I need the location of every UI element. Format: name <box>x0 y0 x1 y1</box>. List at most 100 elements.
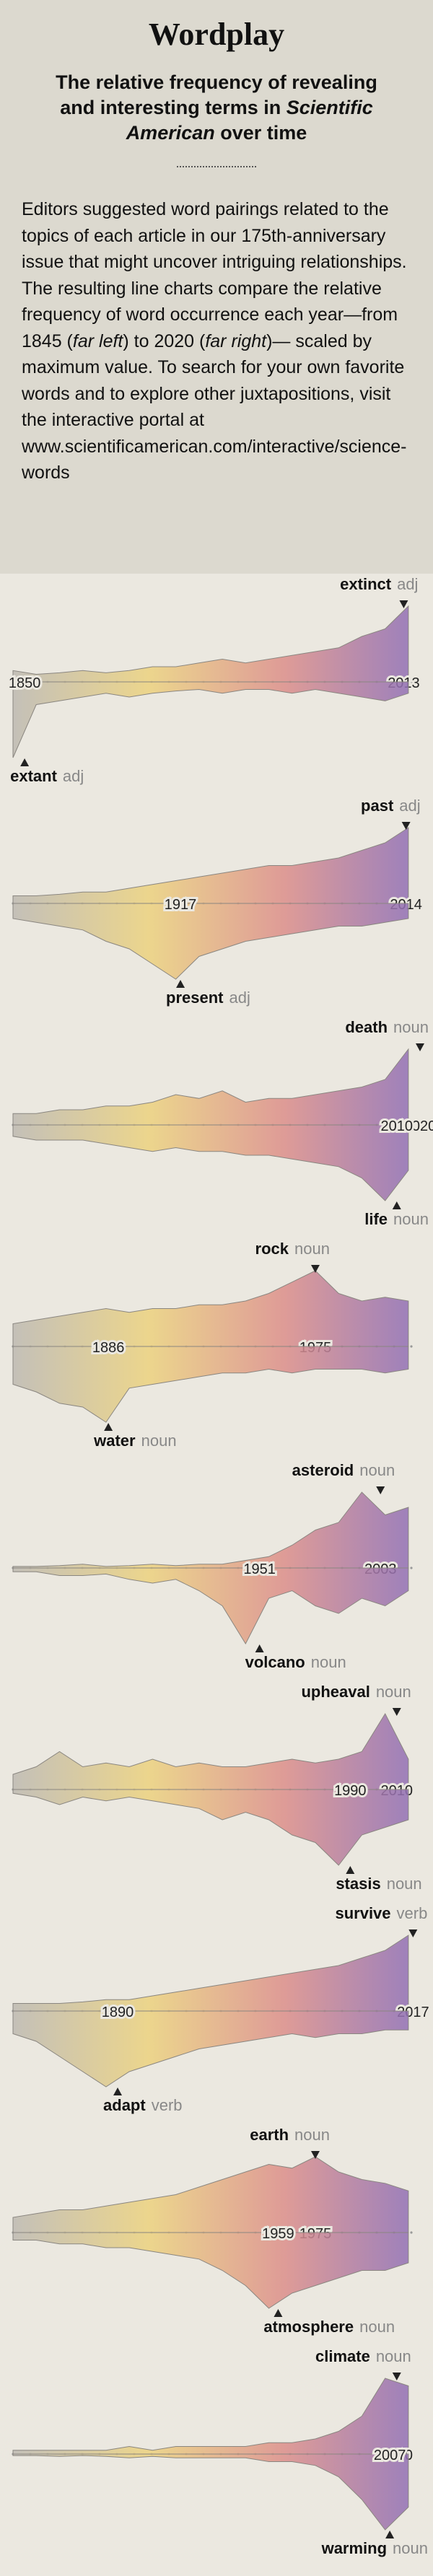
word-label: survive verb <box>335 1904 427 1922</box>
subtitle-text: over time <box>214 122 307 144</box>
peak-marker <box>385 2531 395 2538</box>
word: rock <box>255 1240 289 1258</box>
axis-dot <box>410 680 413 683</box>
peak-marker <box>416 1043 424 1051</box>
peak-year: 1890 <box>102 2005 134 2020</box>
area <box>12 1048 409 1126</box>
peak-year: 1959 <box>262 2226 294 2242</box>
peak-marker <box>104 1423 113 1431</box>
word-label: extant adj <box>10 767 84 785</box>
part-of-speech: adj <box>229 989 250 1007</box>
word: past <box>361 797 394 815</box>
area <box>12 2232 409 2309</box>
axis-dot <box>410 2453 413 2455</box>
part-of-speech: noun <box>393 2539 428 2557</box>
area <box>12 1124 409 1201</box>
axis-dot <box>410 2010 413 2012</box>
word-label: death noun <box>345 1018 429 1036</box>
area <box>12 2453 409 2531</box>
word-label: rock noun <box>255 1240 330 1258</box>
peak-year: 2010 <box>381 1118 414 1134</box>
axis-dot <box>410 1788 413 1791</box>
peak-marker <box>310 1265 320 1273</box>
subtitle-text: The relative frequency of revealing and … <box>56 71 377 118</box>
peak-marker <box>408 1929 418 1937</box>
word-label: warming noun <box>321 2539 428 2557</box>
area <box>12 2156 409 2233</box>
intro-text: Editors suggested word pairings related … <box>22 199 407 351</box>
intro-text: )— scaled by maximum value. To search fo… <box>22 330 407 483</box>
subtitle-italic: Scientific American <box>126 97 373 144</box>
word: upheaval <box>301 1683 369 1701</box>
word-label: climate noun <box>315 2347 411 2365</box>
area <box>12 827 409 904</box>
part-of-speech: noun <box>376 1683 411 1701</box>
part-of-speech: verb <box>152 2096 183 2114</box>
intro-text: ) to 2020 ( <box>123 330 206 351</box>
word-label: asteroid noun <box>292 1461 395 1479</box>
intro-italic: far left <box>72 330 123 351</box>
area <box>12 1491 409 1569</box>
intro-italic: far right <box>205 330 267 351</box>
peak-year: 1850 <box>9 675 41 691</box>
part-of-speech: noun <box>359 1461 395 1479</box>
axis-dot <box>410 1123 413 1126</box>
peak-marker <box>20 758 30 766</box>
peak-marker <box>255 1644 264 1652</box>
peak-year: 1917 <box>165 897 197 913</box>
word: extinct <box>340 575 392 593</box>
part-of-speech: adj <box>399 797 420 815</box>
word: water <box>93 1432 136 1450</box>
area <box>12 1712 409 1790</box>
part-of-speech: noun <box>141 1432 177 1450</box>
word: earth <box>250 2126 289 2144</box>
part-of-speech: noun <box>294 1240 330 1258</box>
area <box>12 2378 409 2455</box>
word-label: adapt verb <box>103 2096 182 2114</box>
word: survive <box>335 1904 390 1922</box>
title: Wordplay <box>148 17 285 52</box>
word: volcano <box>245 1653 305 1671</box>
part-of-speech: noun <box>376 2347 411 2365</box>
word: adapt <box>103 2096 146 2114</box>
peak-marker <box>310 2151 320 2159</box>
part-of-speech: adj <box>63 767 84 785</box>
charts: 2013extinctadj1850extantadj2014pastadj19… <box>6 575 433 2557</box>
word-label: atmosphere noun <box>263 2318 395 2336</box>
part-of-speech: noun <box>311 1653 346 1671</box>
word: atmosphere <box>263 2318 354 2336</box>
word-label: present adj <box>166 989 250 1007</box>
peak-marker <box>346 1866 355 1874</box>
area <box>12 2010 409 2087</box>
axis-dot <box>410 1567 413 1569</box>
part-of-speech: adj <box>397 575 418 593</box>
area <box>12 1935 409 2012</box>
peak-marker <box>401 822 411 830</box>
header: Wordplay The relative frequency of revea… <box>0 0 433 574</box>
part-of-speech: verb <box>397 1904 428 1922</box>
word: present <box>166 989 224 1007</box>
peak-marker <box>113 2087 123 2095</box>
peak-marker <box>392 1708 401 1716</box>
divider <box>177 166 256 167</box>
area <box>12 1567 409 1645</box>
peak-marker <box>274 2309 283 2317</box>
word-label: earth noun <box>250 2126 330 2144</box>
word-label: life noun <box>364 1210 429 1228</box>
peak-year: 1886 <box>92 1340 125 1356</box>
peak-marker <box>399 600 408 608</box>
word-label: volcano noun <box>245 1653 346 1671</box>
area <box>12 681 409 758</box>
peak-marker <box>376 1486 385 1494</box>
word: extant <box>10 767 57 785</box>
area <box>12 1346 409 1423</box>
peak-marker <box>392 2373 401 2380</box>
part-of-speech: noun <box>393 1210 429 1228</box>
peak-year: 1990 <box>334 1783 367 1799</box>
part-of-speech: noun <box>393 1018 429 1036</box>
word: stasis <box>336 1875 380 1893</box>
peak-year: 1951 <box>243 1561 276 1577</box>
area <box>12 1270 409 1347</box>
word-label: upheaval noun <box>301 1683 411 1701</box>
